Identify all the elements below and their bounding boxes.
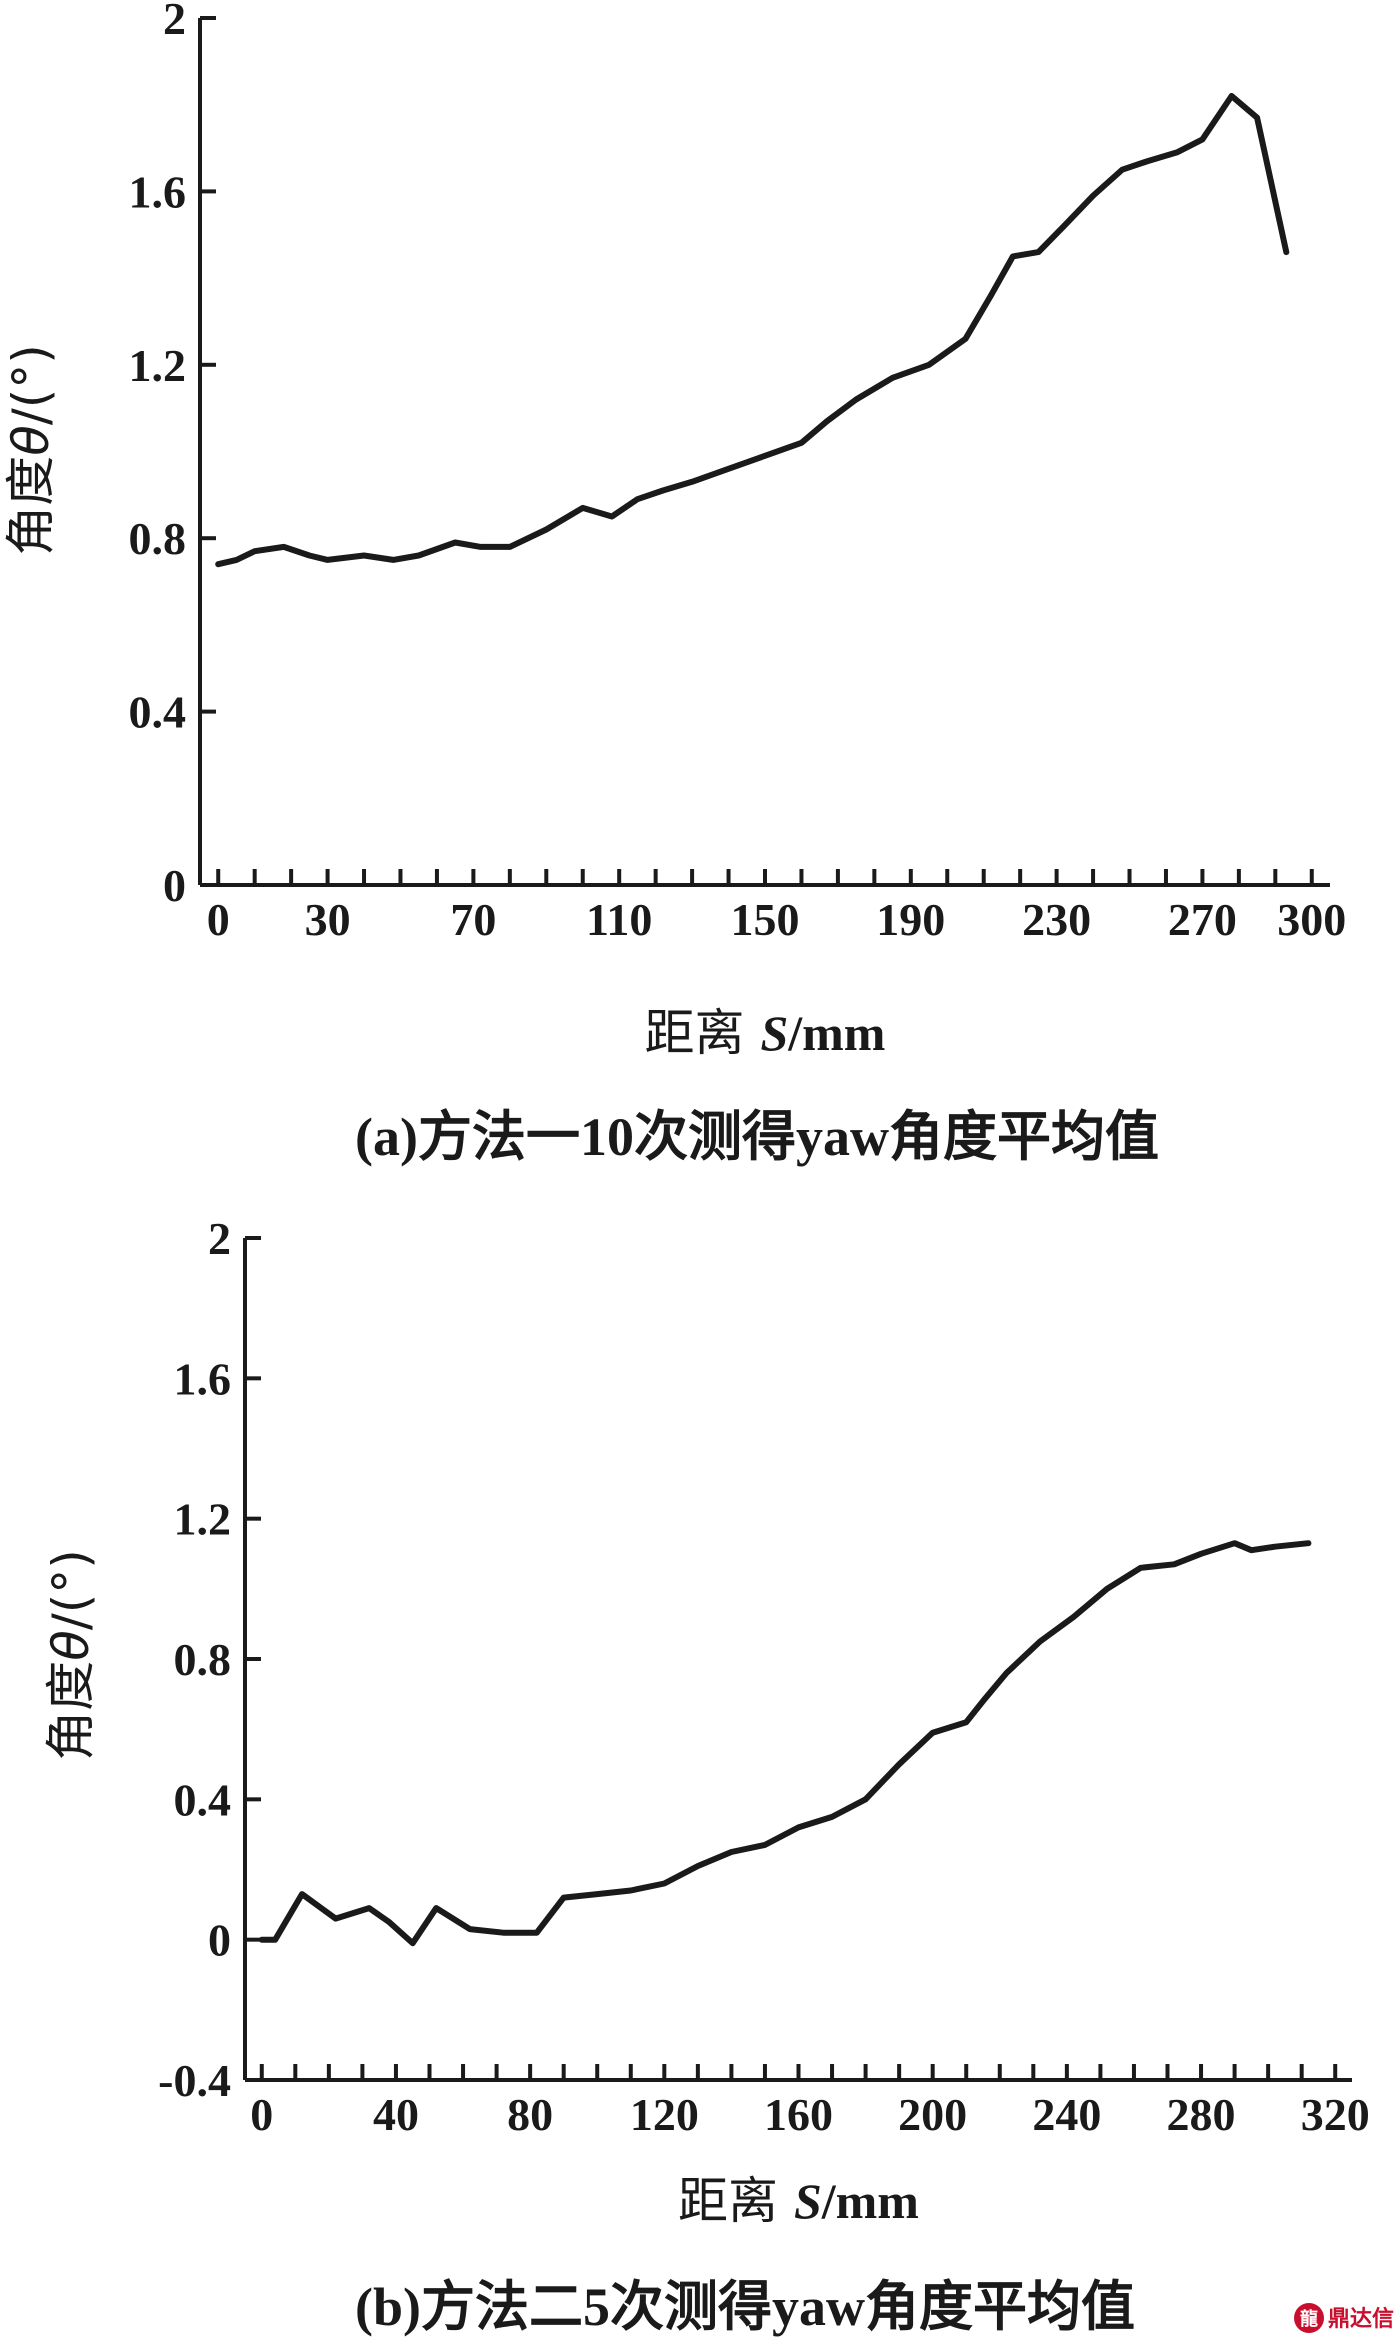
x-tick-label: 110 [586, 894, 652, 945]
x-axis-label-text: 距离 [678, 2172, 794, 2230]
y-tick-label: 0.8 [129, 513, 187, 564]
y-tick-label: 0 [163, 860, 186, 911]
y-tick-label: 0.4 [174, 1774, 232, 1825]
watermark-circle-icon [1294, 2303, 1324, 2333]
x-tick-label: 270 [1168, 894, 1237, 945]
y-tick-label: 1.2 [174, 1494, 232, 1545]
y-tick-label: 1.6 [174, 1353, 232, 1404]
watermark-logo: 龍 鼎达信 [1294, 2303, 1394, 2333]
x-tick-label: 200 [898, 2089, 967, 2140]
x-axis-label-symbol: S [760, 1005, 788, 1061]
x-tick-label: 160 [764, 2089, 833, 2140]
x-tick-label: 190 [876, 894, 945, 945]
chart-b-yaw-method-two: -0.4 0 0.4 0.8 1.2 1.6 2 0 40 80 120 160 200 240 280 32… [42, 1213, 1370, 2337]
y-tick-label: 0.4 [129, 687, 187, 738]
y-axis-label: 角度θ/(°) [42, 1549, 100, 1760]
y-axis-label-symbol: θ [42, 1630, 100, 1661]
x-axis-label-unit: /mm [787, 1005, 885, 1061]
y-tick-label: 1.2 [129, 340, 187, 391]
x-tick-label: 150 [731, 894, 800, 945]
x-tick-label: 0 [250, 2089, 273, 2140]
x-tick-label: 230 [1022, 894, 1091, 945]
x-tick-label: 0 [207, 894, 230, 945]
chart-caption: (b)方法二5次测得yaw角度平均值 [355, 2277, 1135, 2337]
y-axis-label: 角度θ/(°) [2, 344, 60, 555]
x-tick-label: 240 [1032, 2089, 1101, 2140]
y-tick-label: 2 [208, 1213, 231, 1264]
y-tick-label: 1.6 [129, 166, 187, 217]
y-axis-label-text: 角度 [42, 1661, 100, 1761]
y-axis-label-symbol: θ [2, 425, 60, 456]
y-tick-label: 2 [163, 0, 186, 44]
y-axis-label-text: 角度 [2, 456, 60, 556]
x-tick-label: 300 [1277, 894, 1346, 945]
x-axis-label: 距离 S/mm [678, 2172, 919, 2230]
x-axis-label-symbol: S [794, 2173, 822, 2229]
x-tick-label: 40 [373, 2089, 419, 2140]
y-tick-label: 0.8 [174, 1634, 232, 1685]
watermark-glyph: 龍 [1300, 2308, 1318, 2330]
y-tick-label: 0 [208, 1915, 231, 1966]
x-tick-label: 70 [450, 894, 496, 945]
x-tick-label: 80 [507, 2089, 553, 2140]
x-axis-label: 距离 S/mm [645, 1004, 886, 1062]
x-tick-label: 320 [1301, 2089, 1370, 2140]
chart-a-yaw-method-one: 0 0.4 0.8 1.2 1.6 2 0 30 70 110 150 190 230 270 300 距离 … [2, 0, 1346, 1167]
y-axis-label-unit: /(°) [2, 344, 60, 425]
watermark-text: 鼎达信 [1328, 2306, 1394, 2332]
x-tick-label: 30 [305, 894, 351, 945]
chart-caption: (a)方法一10次测得yaw角度平均值 [355, 1107, 1159, 1167]
x-tick-label: 120 [630, 2089, 699, 2140]
x-axis-label-text: 距离 [645, 1004, 761, 1062]
y-tick-label: -0.4 [158, 2055, 231, 2106]
x-axis-label-unit: /mm [821, 2173, 919, 2229]
y-axis-label-unit: /(°) [42, 1549, 100, 1630]
series-line [258, 1540, 1312, 1947]
x-tick-label: 280 [1167, 2089, 1236, 2140]
series-line [215, 93, 1290, 568]
